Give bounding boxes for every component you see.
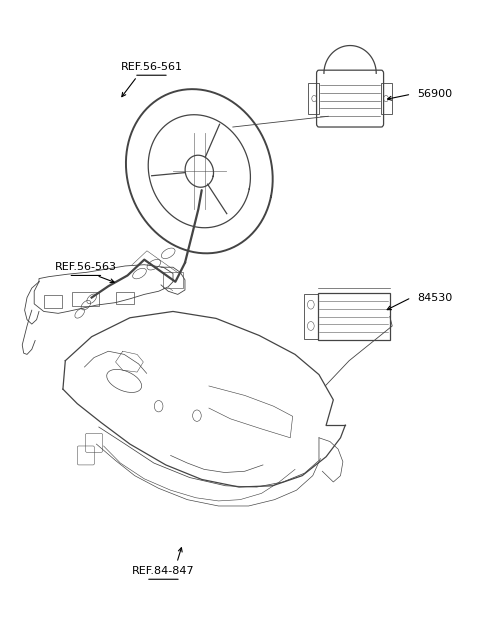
Text: REF.56-561: REF.56-561 [120, 62, 182, 72]
Text: 56900: 56900 [417, 89, 452, 99]
Bar [304, 294, 318, 339]
Bar [163, 272, 182, 288]
Bar [318, 293, 390, 340]
Text: REF.84-847: REF.84-847 [132, 566, 195, 576]
Text: REF.56-563: REF.56-563 [55, 262, 117, 272]
Bar [72, 292, 99, 306]
Polygon shape [34, 265, 173, 313]
Bar [381, 84, 392, 114]
Bar [309, 84, 319, 114]
Bar [44, 295, 62, 308]
Bar [116, 292, 134, 304]
Text: 84530: 84530 [417, 292, 452, 303]
